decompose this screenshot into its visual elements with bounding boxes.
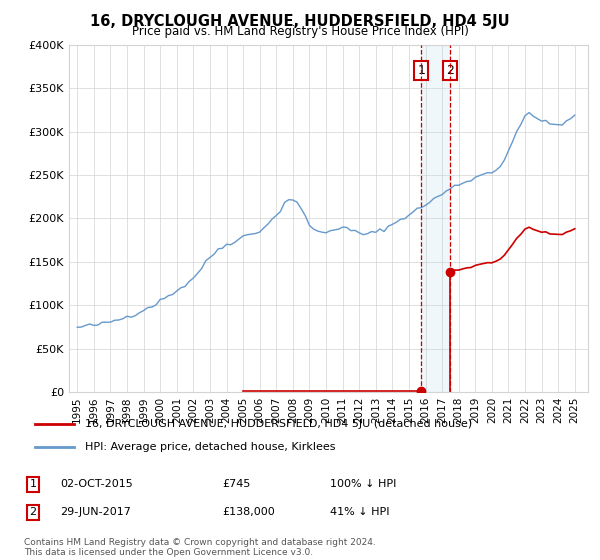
Text: 16, DRYCLOUGH AVENUE, HUDDERSFIELD, HD4 5JU (detached house): 16, DRYCLOUGH AVENUE, HUDDERSFIELD, HD4 … <box>85 419 472 429</box>
Text: 41% ↓ HPI: 41% ↓ HPI <box>330 507 389 517</box>
Text: 100% ↓ HPI: 100% ↓ HPI <box>330 479 397 489</box>
Text: 16, DRYCLOUGH AVENUE, HUDDERSFIELD, HD4 5JU: 16, DRYCLOUGH AVENUE, HUDDERSFIELD, HD4 … <box>90 14 510 29</box>
Bar <box>421 45 451 392</box>
Text: 2: 2 <box>29 507 37 517</box>
Text: 1: 1 <box>418 64 425 77</box>
Text: 29-JUN-2017: 29-JUN-2017 <box>60 507 131 517</box>
Text: £745: £745 <box>222 479 250 489</box>
Text: Price paid vs. HM Land Registry's House Price Index (HPI): Price paid vs. HM Land Registry's House … <box>131 25 469 38</box>
Text: 02-OCT-2015: 02-OCT-2015 <box>60 479 133 489</box>
Text: 2: 2 <box>446 64 454 77</box>
Text: Contains HM Land Registry data © Crown copyright and database right 2024.
This d: Contains HM Land Registry data © Crown c… <box>24 538 376 557</box>
Text: HPI: Average price, detached house, Kirklees: HPI: Average price, detached house, Kirk… <box>85 442 335 452</box>
Text: £138,000: £138,000 <box>222 507 275 517</box>
Text: 1: 1 <box>29 479 37 489</box>
